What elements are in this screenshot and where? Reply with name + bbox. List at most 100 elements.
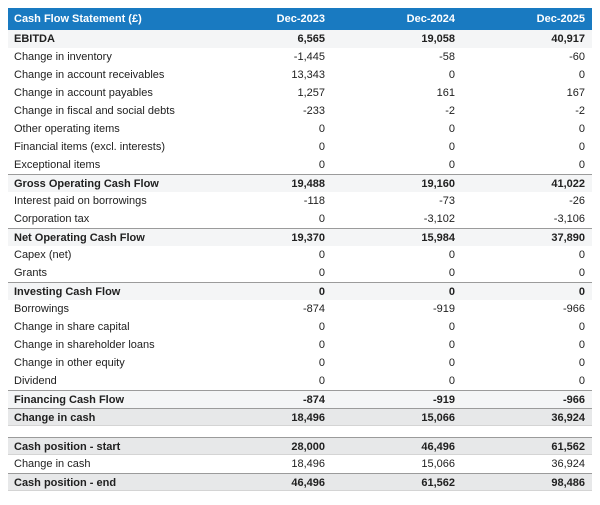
row-value-dec-2023: -1,445 bbox=[293, 51, 325, 63]
row-value-dec-2025: -60 bbox=[569, 51, 585, 63]
row-value-dec-2025: 0 bbox=[578, 339, 585, 351]
table-body: EBITDA 6,565 19,058 40,917 Change in inv… bbox=[8, 30, 592, 426]
column-header-dec-2024: Dec-2024 bbox=[406, 13, 455, 25]
row-value-dec-2024: 0 bbox=[448, 321, 455, 333]
row-value-dec-2023: 0 bbox=[318, 321, 325, 333]
row-label: EBITDA bbox=[14, 33, 55, 45]
row-value-dec-2024: 0 bbox=[448, 159, 455, 171]
column-header-dec-2023: Dec-2023 bbox=[276, 13, 325, 25]
row-label: Investing Cash Flow bbox=[14, 286, 121, 298]
row-label: Change in other equity bbox=[14, 357, 125, 369]
row-value-dec-2023: 0 bbox=[318, 123, 325, 135]
row-value-dec-2025: 0 bbox=[578, 286, 585, 298]
row-label: Other operating items bbox=[14, 123, 120, 135]
row-value-dec-2024: 0 bbox=[448, 339, 455, 351]
row-value-dec-2023: 0 bbox=[318, 375, 325, 387]
row-value-dec-2025: 0 bbox=[578, 357, 585, 369]
table-row: Borrowings -874 -919 -966 bbox=[8, 300, 592, 318]
row-label: Change in cash bbox=[14, 412, 96, 424]
row-value-dec-2025: 41,022 bbox=[551, 178, 585, 190]
row-label: Gross Operating Cash Flow bbox=[14, 178, 159, 190]
row-value-dec-2023: 0 bbox=[318, 286, 325, 298]
row-value-dec-2025: -966 bbox=[562, 303, 585, 315]
row-value-dec-2025: -3,106 bbox=[553, 213, 585, 225]
row-value-dec-2024: 0 bbox=[448, 69, 455, 81]
row-label: Net Operating Cash Flow bbox=[14, 232, 145, 244]
table-row: Dividend 0 0 0 bbox=[8, 372, 592, 390]
row-value-dec-2024: -3,102 bbox=[423, 213, 455, 225]
row-label: Interest paid on borrowings bbox=[14, 195, 147, 207]
table-row: Interest paid on borrowings -118 -73 -26 bbox=[8, 192, 592, 210]
table-header-row: Cash Flow Statement (£) Dec-2023 Dec-202… bbox=[8, 8, 592, 30]
row-value-dec-2024: 15,984 bbox=[421, 232, 455, 244]
row-value-dec-2023: 19,488 bbox=[291, 178, 325, 190]
row-label: Change in inventory bbox=[14, 51, 112, 63]
row-value-dec-2024: 161 bbox=[436, 87, 455, 99]
row-value-dec-2023: -874 bbox=[302, 394, 325, 406]
row-value-dec-2024: 0 bbox=[448, 267, 455, 279]
row-value-dec-2023: -118 bbox=[303, 195, 325, 207]
row-value-dec-2024: 0 bbox=[448, 286, 455, 298]
row-value-dec-2025: -2 bbox=[575, 105, 585, 117]
row-label: Cash position - end bbox=[14, 477, 117, 489]
row-label: Financing Cash Flow bbox=[14, 394, 125, 406]
table-row: Corporation tax 0 -3,102 -3,106 bbox=[8, 210, 592, 228]
table-row: Financing Cash Flow -874 -919 -966 bbox=[8, 390, 592, 408]
table-row: Grants 0 0 0 bbox=[8, 264, 592, 282]
row-value-dec-2025: 61,562 bbox=[551, 441, 585, 453]
row-label: Change in fiscal and social debts bbox=[14, 105, 175, 117]
row-value-dec-2024: 15,066 bbox=[421, 458, 455, 470]
table-row: Change in account receivables 13,343 0 0 bbox=[8, 66, 592, 84]
row-value-dec-2023: -874 bbox=[302, 303, 325, 315]
row-value-dec-2023: 0 bbox=[318, 213, 325, 225]
table-row: Financial items (excl. interests) 0 0 0 bbox=[8, 138, 592, 156]
row-value-dec-2024: -73 bbox=[439, 195, 455, 207]
row-value-dec-2023: 46,496 bbox=[291, 477, 325, 489]
row-value-dec-2024: 0 bbox=[448, 375, 455, 387]
row-value-dec-2025: -966 bbox=[562, 394, 585, 406]
row-value-dec-2023: 28,000 bbox=[291, 441, 325, 453]
row-value-dec-2024: 19,058 bbox=[421, 33, 455, 45]
table-row: Change in other equity 0 0 0 bbox=[8, 354, 592, 372]
row-value-dec-2023: 18,496 bbox=[291, 458, 325, 470]
row-value-dec-2025: 0 bbox=[578, 159, 585, 171]
row-value-dec-2025: 0 bbox=[578, 141, 585, 153]
row-value-dec-2025: 0 bbox=[578, 321, 585, 333]
cash-flow-statement-table: Cash Flow Statement (£) Dec-2023 Dec-202… bbox=[8, 8, 592, 491]
row-value-dec-2024: 0 bbox=[448, 249, 455, 261]
row-value-dec-2023: 0 bbox=[318, 357, 325, 369]
row-value-dec-2024: -919 bbox=[432, 303, 455, 315]
row-label: Change in account payables bbox=[14, 87, 153, 99]
row-label: Change in cash bbox=[14, 458, 91, 470]
table-row: Change in account payables 1,257 161 167 bbox=[8, 84, 592, 102]
table-row: Change in share capital 0 0 0 bbox=[8, 318, 592, 336]
row-value-dec-2024: 61,562 bbox=[421, 477, 455, 489]
row-value-dec-2025: 0 bbox=[578, 123, 585, 135]
row-value-dec-2024: 15,066 bbox=[421, 412, 455, 424]
table-row: Change in cash 18,496 15,066 36,924 bbox=[8, 455, 592, 473]
row-value-dec-2025: 40,917 bbox=[551, 33, 585, 45]
row-label: Dividend bbox=[14, 375, 57, 387]
row-label: Corporation tax bbox=[14, 213, 90, 225]
row-value-dec-2023: 13,343 bbox=[291, 69, 325, 81]
row-label: Grants bbox=[14, 267, 48, 279]
row-value-dec-2023: 6,565 bbox=[297, 33, 325, 45]
table-row: Cash position - end 46,496 61,562 98,486 bbox=[8, 473, 592, 491]
row-value-dec-2024: -919 bbox=[432, 394, 455, 406]
row-label: Change in shareholder loans bbox=[14, 339, 155, 351]
row-value-dec-2023: 0 bbox=[318, 249, 325, 261]
row-value-dec-2025: 37,890 bbox=[551, 232, 585, 244]
row-value-dec-2023: 1,257 bbox=[297, 87, 325, 99]
table-row: Change in fiscal and social debts -233 -… bbox=[8, 102, 592, 120]
row-label: Change in share capital bbox=[14, 321, 130, 333]
row-value-dec-2024: 0 bbox=[448, 357, 455, 369]
row-value-dec-2024: -2 bbox=[445, 105, 455, 117]
row-label: Cash position - start bbox=[14, 441, 121, 453]
row-value-dec-2023: -233 bbox=[302, 105, 325, 117]
table-row: Change in shareholder loans 0 0 0 bbox=[8, 336, 592, 354]
row-value-dec-2023: 0 bbox=[318, 339, 325, 351]
row-value-dec-2023: 0 bbox=[318, 267, 325, 279]
row-value-dec-2023: 19,370 bbox=[291, 232, 325, 244]
table-row: Exceptional items 0 0 0 bbox=[8, 156, 592, 174]
table-row: EBITDA 6,565 19,058 40,917 bbox=[8, 30, 592, 48]
